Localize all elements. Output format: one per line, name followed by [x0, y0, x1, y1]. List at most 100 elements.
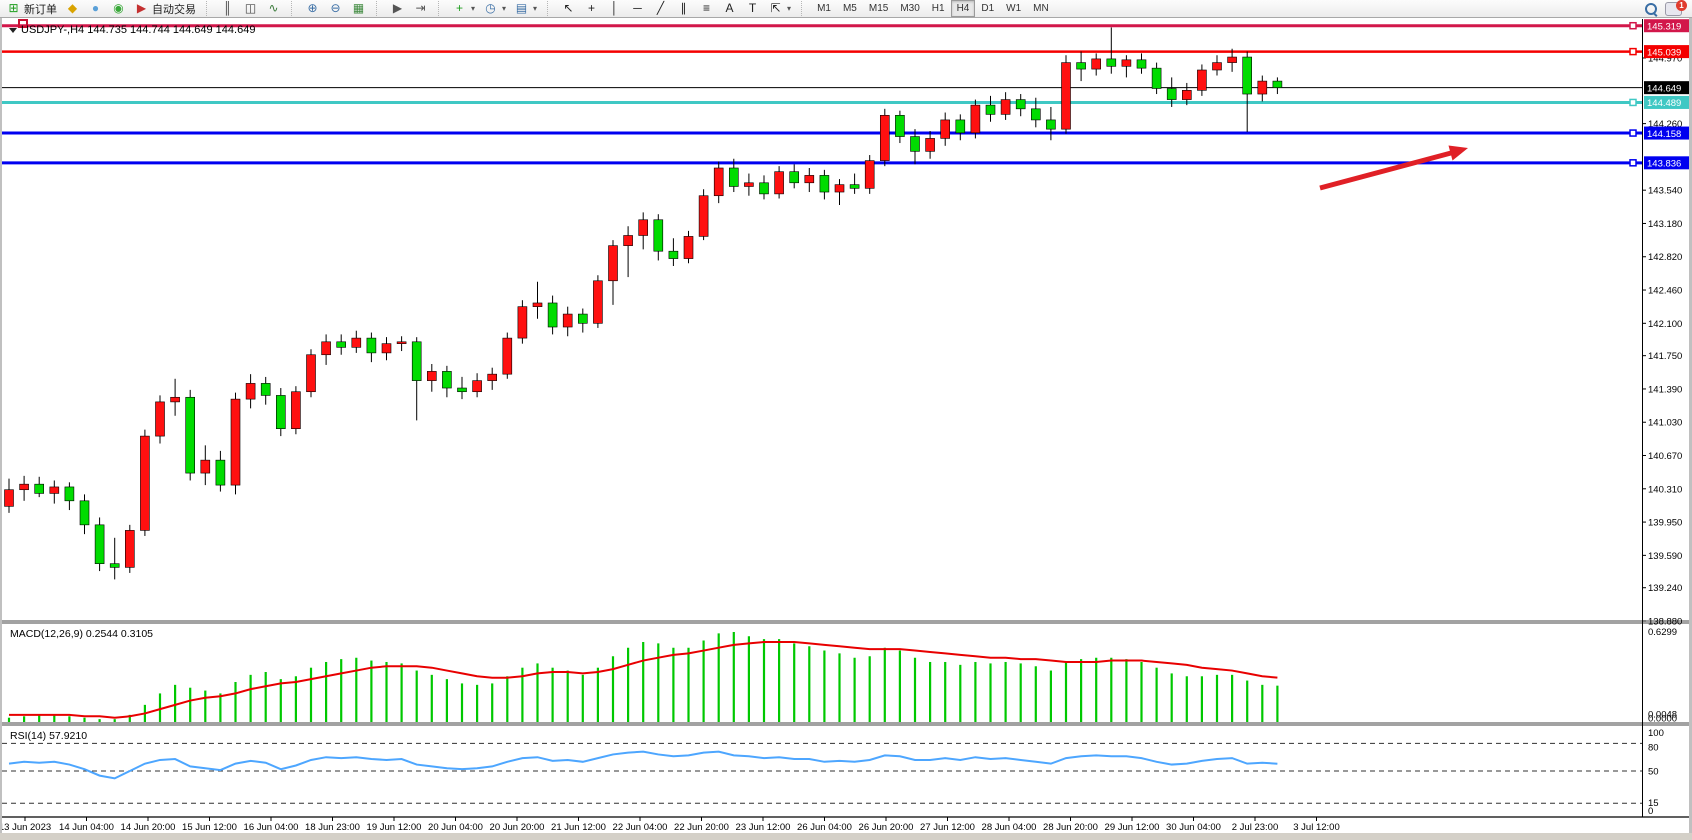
chart-canvas[interactable]: 144.970 144.260 143.540 143.180 142.820 142.4… — [2, 17, 1689, 833]
toolbar-separator — [291, 1, 297, 16]
timeframe-h4-button[interactable]: H4 — [950, 0, 976, 17]
fibonacci-button[interactable]: ≡ — [695, 0, 718, 17]
candle-down — [1242, 51, 1252, 132]
candle-down — [79, 494, 90, 535]
periods-button[interactable]: ◷ ▾ — [479, 0, 510, 17]
candle-up — [1212, 55, 1222, 76]
level-drag-marker — [1629, 47, 1637, 56]
chart-title-text: USDJPY-,H4 144.735 144.744 144.649 144.6… — [21, 24, 256, 36]
text-button[interactable]: A — [718, 0, 741, 17]
candle-down — [577, 308, 588, 333]
trendline-button[interactable]: ╱ — [649, 0, 672, 17]
chart-window[interactable]: 144.970 144.260 143.540 143.180 142.820 142.4… — [0, 17, 1692, 833]
candle-down — [366, 332, 377, 363]
cursor-button[interactable]: ↖ — [557, 0, 580, 17]
level-drag-marker — [1629, 129, 1637, 137]
indicators-button[interactable]: + ▾ — [448, 0, 479, 17]
candle-up — [4, 478, 14, 513]
notification-icon[interactable]: 1 — [1665, 0, 1687, 16]
toolbar-separator — [547, 1, 553, 16]
signals-icon: ◉ — [113, 1, 124, 15]
tile-windows-button[interactable]: ▦ — [347, 0, 370, 17]
zoom-in-button[interactable]: ⊕ — [301, 0, 324, 17]
time-tick-label: 28 Jun 20:00 — [1043, 822, 1098, 833]
time-tick-label: 15 Jun 12:00 — [182, 822, 237, 833]
candle-up — [698, 189, 709, 241]
text-a-icon: A — [725, 1, 734, 15]
candle-up — [940, 112, 951, 146]
chart-dropdown-icon[interactable] — [9, 28, 17, 33]
signals-button[interactable]: ◉ — [107, 0, 130, 17]
toolbar-separator — [438, 1, 444, 16]
candle-down — [457, 376, 467, 400]
candle-up — [1121, 55, 1132, 78]
macd-axis-max: 0.6299 — [1648, 627, 1677, 638]
toolbar-right: 1 — [1645, 0, 1692, 16]
candle-down — [895, 110, 905, 144]
chevron-down-icon: ▾ — [471, 4, 476, 13]
templates-button[interactable]: ▤ ▾ — [510, 0, 541, 17]
autotrading-button[interactable]: ▶ 自动交易 — [130, 0, 200, 17]
candle-down — [1272, 77, 1283, 95]
candle-down — [64, 482, 75, 511]
timeframe-m30-button[interactable]: M30 — [900, 3, 920, 14]
price-tick-label: 139.590 — [1648, 551, 1682, 562]
price-tick-label: 140.310 — [1648, 484, 1682, 495]
new-order-icon: ⊞ — [8, 1, 19, 15]
time-tick-label: 16 Jun 04:00 — [244, 822, 299, 833]
line-chart-icon: ∿ — [268, 1, 279, 15]
text-label-button[interactable]: T — [741, 0, 764, 17]
price-tick-label: 142.100 — [1648, 319, 1682, 330]
candle-up — [774, 166, 784, 199]
candlestick-chart-button[interactable]: ◫ — [239, 0, 262, 17]
metaeditor-button[interactable]: ◆ — [61, 0, 84, 17]
arrows-button[interactable]: ⇱ ▾ — [764, 0, 795, 17]
rsi-axis-label: 100 — [1648, 728, 1664, 739]
autotrading-icon: ▶ — [136, 1, 147, 15]
candle-up — [1000, 92, 1011, 120]
timeframe-h1-button[interactable]: H1 — [931, 3, 945, 14]
candle-down — [985, 95, 996, 122]
price-tick-label: 143.540 — [1648, 186, 1682, 197]
time-tick-label: 30 Jun 04:00 — [1166, 822, 1221, 833]
horizontal-line-button[interactable]: ─ — [626, 0, 649, 17]
search-icon[interactable] — [1645, 2, 1657, 15]
candle-up — [125, 524, 135, 573]
candle-down — [215, 450, 226, 492]
candle-down — [185, 389, 195, 481]
time-tick-label: 3 Jul 12:00 — [1293, 822, 1339, 833]
candle-down — [34, 476, 45, 498]
time-tick-label: 28 Jun 04:00 — [982, 822, 1037, 833]
price-badge-label: 144.649 — [1647, 83, 1681, 94]
metaeditor-icon: ◆ — [67, 1, 78, 15]
new-order-button[interactable]: ⊞ 新订单 — [2, 0, 61, 17]
timeframe-w1-button[interactable]: W1 — [1006, 3, 1022, 14]
community-button[interactable]: ● — [84, 0, 107, 17]
toolbar-group: ⊞ 新订单 ◆ ● ◉ ▶ 自动交易 — [0, 0, 202, 17]
candle-up — [804, 167, 815, 193]
timeframe-m5-button[interactable]: M5 — [842, 3, 857, 14]
chart-shift-icon: ⇥ — [415, 1, 426, 15]
timeframe-d1-button[interactable]: D1 — [981, 3, 995, 14]
equidistant-channel-button[interactable]: ∥ — [672, 0, 695, 17]
line-chart-button[interactable]: ∿ — [262, 0, 285, 17]
crosshair-button[interactable]: + — [580, 0, 603, 17]
candle-up — [1061, 55, 1071, 134]
macd-axis-bottom: 0.0000 — [1648, 714, 1677, 725]
timeframe-m15-button[interactable]: M15 — [868, 3, 889, 14]
crosshair-icon: + — [588, 1, 596, 15]
toolbar-group: + ▾ ◷ ▾ ▤ ▾ — [446, 0, 543, 17]
auto-scroll-button[interactable]: ▶ — [386, 0, 409, 17]
candle-down — [849, 173, 860, 194]
chevron-down-icon: ▾ — [502, 4, 507, 13]
chart-shift-button[interactable]: ⇥ — [409, 0, 432, 17]
zoom-out-button[interactable]: ⊖ — [324, 0, 347, 17]
zoom-out-icon: ⊖ — [330, 1, 341, 15]
time-tick-label: 23 Jun 12:00 — [736, 822, 791, 833]
timeframe-m1-button[interactable]: M1 — [817, 3, 831, 14]
notification-badge: 1 — [1676, 0, 1687, 11]
timeframe-mn-button[interactable]: MN — [1033, 3, 1049, 14]
bar-chart-button[interactable]: ║ — [216, 0, 239, 17]
vertical-line-button[interactable]: │ — [603, 0, 626, 17]
candle-down — [728, 158, 739, 193]
